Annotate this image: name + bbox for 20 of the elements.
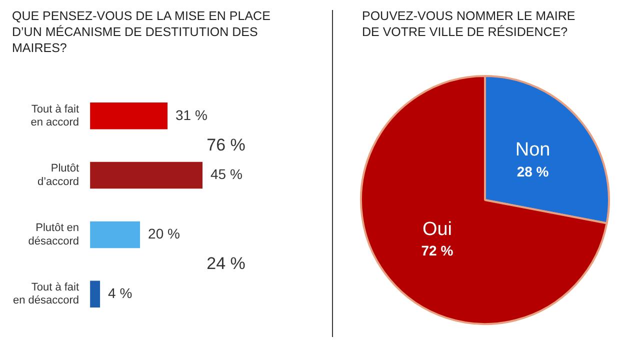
data-label: 4 % (108, 284, 132, 301)
chart-title: POUVEZ-VOUS NOMMER LE MAIRE DE VOTRE VILLE DE RÉSIDENCE? (362, 8, 576, 40)
slice-label: Non (515, 140, 550, 161)
bar (90, 162, 203, 189)
y-tick-label: Plutôt d’accord (37, 162, 80, 188)
y-tick-label: Plutôt en désaccord (28, 222, 80, 248)
data-label: 72 % (421, 242, 454, 258)
bar (90, 102, 168, 130)
y-tick-label: Tout à fait en désaccord (12, 282, 80, 307)
data-label: 20 % (148, 226, 180, 242)
slice-label: Oui (422, 218, 452, 240)
y-tick-label: Tout à fait en accord (30, 103, 80, 129)
data-label: 45 % (210, 166, 242, 182)
bar (90, 280, 100, 308)
chart-title: QUE PENSEZ-VOUS DE LA MISE EN PLACE D’UN MÉCANISME DE DESTITUTION DES MAIRES? (12, 8, 272, 56)
text: 76 % (206, 135, 246, 154)
data-label: 31 % (176, 106, 208, 123)
bar (90, 221, 140, 248)
text: 24 % (206, 254, 246, 274)
data-label: 28 % (516, 163, 550, 180)
